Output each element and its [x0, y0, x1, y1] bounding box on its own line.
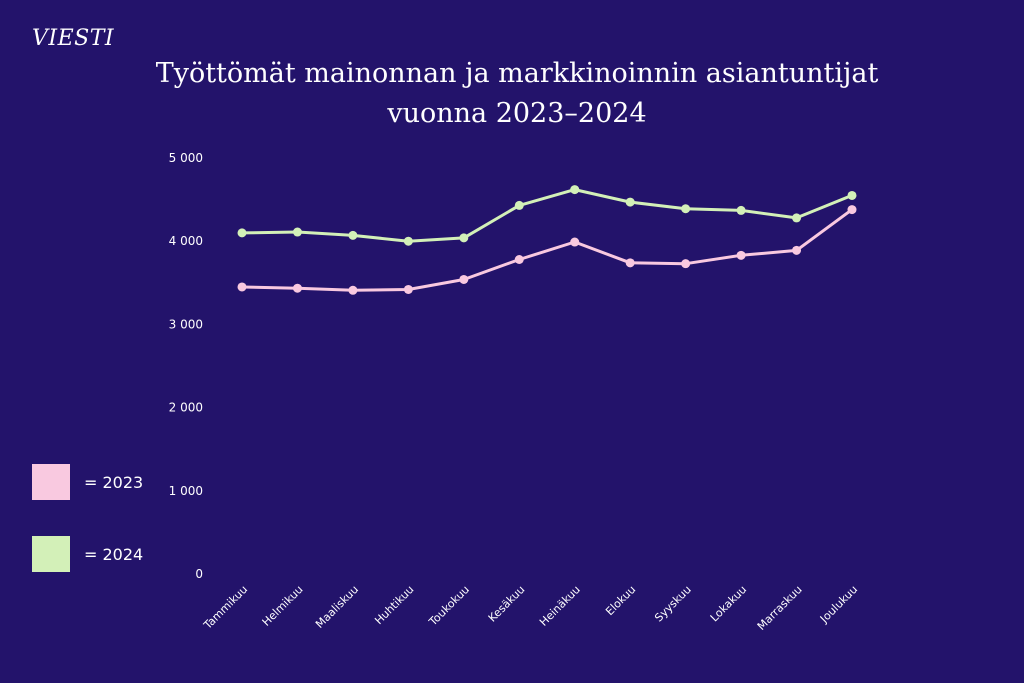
x-tick-label: Tammikuu — [201, 583, 251, 633]
data-point-2023 — [459, 274, 469, 284]
legend-label-2023: = 2023 — [84, 472, 144, 492]
data-point-2024 — [847, 190, 857, 200]
x-tick-label: Lokakuu — [708, 583, 749, 624]
data-point-2023 — [403, 284, 413, 294]
y-axis-ticks: 0 1 000 2 000 3 000 4 000 5 000 — [169, 151, 203, 581]
x-tick-label: Toukokuu — [426, 583, 472, 629]
data-point-2023 — [514, 255, 524, 265]
data-point-2024 — [792, 213, 802, 223]
y-tick-label: 5 000 — [169, 151, 203, 165]
data-point-2023 — [847, 205, 857, 215]
legend-item-2024: = 2024 — [32, 536, 143, 572]
chart-title-line-1: Työttömät mainonnan ja markkinoinnin asi… — [155, 58, 879, 89]
x-tick-label: Syyskuu — [652, 583, 694, 625]
data-point-2023 — [237, 282, 247, 292]
data-point-2023 — [292, 283, 302, 293]
data-point-2024 — [459, 233, 469, 243]
y-tick-label: 2 000 — [169, 401, 203, 415]
x-tick-label: Joulukuu — [817, 583, 860, 626]
x-tick-label: Elokuu — [603, 583, 638, 618]
chart-title-line-2: vuonna 2023–2024 — [387, 98, 647, 129]
legend-label-2024: = 2024 — [84, 544, 144, 564]
x-tick-label: Heinäkuu — [537, 583, 583, 629]
y-tick-label: 4 000 — [169, 234, 203, 248]
data-point-2023 — [570, 237, 580, 247]
series-layer — [237, 185, 857, 295]
data-point-2023 — [736, 250, 746, 260]
x-tick-label: Huhtikuu — [372, 583, 416, 627]
data-point-2024 — [625, 197, 635, 207]
x-tick-label: Helmikuu — [260, 583, 306, 629]
data-point-2023 — [681, 259, 691, 269]
data-point-2024 — [292, 227, 302, 237]
data-point-2024 — [570, 185, 580, 195]
data-point-2024 — [736, 205, 746, 215]
legend-swatch-2023 — [32, 464, 70, 500]
legend-item-2023: = 2023 — [32, 464, 143, 500]
data-point-2023 — [625, 258, 635, 268]
series-line-2024 — [241, 188, 853, 243]
y-tick-label: 1 000 — [169, 484, 203, 498]
viesti-logo: VIESTI — [32, 26, 115, 51]
data-point-2024 — [348, 230, 358, 240]
series-2023 — [237, 205, 857, 295]
chart-title: Työttömät mainonnan ja markkinoinnin asi… — [112, 54, 922, 134]
y-tick-label: 3 000 — [169, 317, 203, 331]
x-tick-label: Kesäkuu — [486, 583, 528, 625]
data-point-2024 — [237, 228, 247, 238]
data-point-2023 — [348, 285, 358, 295]
series-line-2023 — [241, 208, 853, 292]
legend-swatch-2024 — [32, 536, 70, 572]
x-tick-label: Marraskuu — [755, 583, 805, 633]
data-point-2024 — [403, 236, 413, 246]
y-tick-label: 0 — [195, 567, 203, 581]
x-tick-label: Maaliskuu — [313, 583, 361, 631]
data-point-2023 — [792, 245, 802, 255]
series-2024 — [237, 185, 857, 246]
x-axis-ticks: Tammikuu Helmikuu Maaliskuu Huhtikuu Toukoku… — [201, 583, 861, 633]
data-point-2024 — [514, 200, 524, 210]
data-point-2024 — [681, 204, 691, 214]
